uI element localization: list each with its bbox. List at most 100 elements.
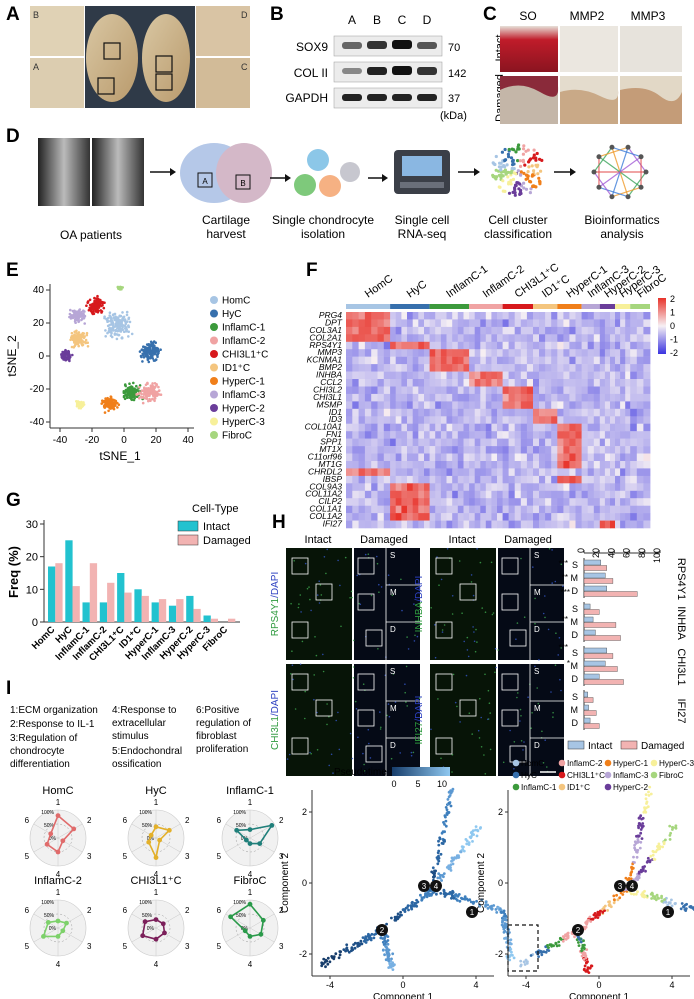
zone-label: D	[572, 718, 579, 728]
if-signal	[468, 712, 471, 714]
heatmap-cell	[424, 416, 430, 424]
if-signal	[304, 690, 307, 693]
legend-dot	[210, 417, 218, 426]
heatmap-cell	[480, 520, 487, 529]
heatmap-cell	[581, 498, 589, 506]
if-signal	[441, 631, 444, 633]
heatmap-cell	[346, 334, 353, 342]
cell-point	[662, 841, 666, 844]
cell-point	[641, 894, 645, 898]
if-signal	[308, 586, 310, 588]
heatmap-cell	[401, 513, 408, 521]
heatmap-cell	[599, 490, 606, 499]
network-illustration	[591, 144, 649, 200]
zone-label: D	[572, 586, 579, 596]
heatmap-cell	[491, 379, 498, 387]
heatmap-cell	[377, 490, 385, 499]
heatmap-cell	[636, 475, 644, 484]
heatmap-cell	[485, 490, 492, 499]
cluster-dot	[527, 165, 531, 169]
tsne-point	[147, 393, 150, 396]
heatmap-cell	[346, 386, 353, 395]
heatmap-cell	[615, 461, 621, 469]
tsne-point	[106, 331, 109, 335]
heatmap-cell	[435, 312, 442, 320]
heatmap-cell	[407, 520, 413, 529]
heatmap-cell	[395, 520, 402, 529]
heatmap-cell	[643, 498, 651, 506]
heatmap-cell	[401, 349, 408, 357]
heatmap-cell	[377, 401, 385, 410]
x-tick-label: 20	[150, 435, 162, 446]
color-scale-ticks: 210-1-2	[670, 294, 678, 358]
heatmap-cell	[412, 371, 419, 380]
heatmap-cell	[452, 468, 459, 477]
heatmap-cell	[383, 490, 391, 499]
if-signal	[326, 723, 328, 726]
cell-point	[630, 892, 633, 896]
cell-point	[643, 806, 646, 810]
bar-intact	[168, 605, 177, 622]
trajectory-node-label: 2	[380, 926, 385, 935]
heatmap-cell	[599, 312, 606, 320]
cluster-dot	[513, 191, 517, 195]
heatmap-cell	[545, 431, 552, 439]
gene-label: COL10A1	[305, 422, 343, 432]
cluster-dot	[491, 173, 495, 177]
if-signal	[410, 751, 413, 754]
cell-point	[480, 898, 484, 902]
x-tick-label: 0	[121, 435, 127, 446]
if-signal	[484, 773, 487, 775]
heatmap-cell	[630, 334, 638, 342]
heatmap-cell	[599, 453, 606, 462]
heatmap-cell	[457, 349, 464, 357]
cluster-dot	[503, 165, 507, 169]
bar-x-labels: HomCHyCInflamC-1InflamC-2CHI3L1⁺CID1⁺CHy…	[30, 624, 230, 664]
heatmap-cell	[435, 513, 442, 521]
heatmap-cell	[643, 423, 651, 432]
heatmap-cell	[610, 401, 616, 410]
heatmap-cell	[620, 498, 626, 506]
cell-point	[603, 909, 606, 912]
if-signal	[379, 711, 381, 713]
y-tick-label: 2	[498, 807, 503, 817]
cell-point	[584, 955, 588, 958]
tsne-point	[116, 329, 120, 333]
heatmap-cell	[424, 408, 430, 417]
radar-point	[60, 838, 66, 844]
heatmap-cell	[446, 453, 453, 462]
heatmap-cell	[424, 364, 430, 372]
x-tick-label: 0	[400, 980, 405, 990]
heatmap-cell	[395, 505, 402, 514]
heatmap-cell	[551, 520, 558, 529]
heatmap-cell	[383, 356, 391, 365]
heatmap-cell	[502, 393, 510, 402]
radar-axis-number: 4	[56, 870, 61, 879]
cell-point	[586, 966, 590, 970]
heatmap-cell	[551, 356, 558, 365]
trajectory-node	[626, 880, 638, 892]
tsne-point	[95, 297, 98, 301]
scale-tick: -2	[670, 348, 678, 358]
legend-label: CHI3L1⁺C	[567, 771, 605, 780]
heatmap-cell	[539, 334, 546, 342]
tsne-point	[143, 351, 147, 354]
cell-point	[663, 898, 666, 901]
heatmap-cell	[395, 498, 402, 506]
heatmap-cell	[502, 423, 510, 432]
if-signal	[515, 638, 517, 640]
cell-point	[397, 915, 401, 919]
heatmap-cell	[575, 401, 582, 410]
heatmap-annotation-bar	[346, 304, 650, 309]
heatmap-cell	[551, 475, 558, 484]
heatmap-cell	[383, 431, 391, 439]
radar-axis-number: 5	[123, 942, 128, 951]
cell-point	[446, 811, 450, 814]
cell-point	[540, 953, 544, 957]
annotation-segment	[429, 304, 470, 309]
heatmap-cell	[377, 349, 385, 357]
heatmap-cell	[364, 513, 372, 521]
radar-point	[55, 918, 61, 924]
heatmap-cell	[502, 379, 510, 387]
radar-point	[153, 917, 159, 922]
